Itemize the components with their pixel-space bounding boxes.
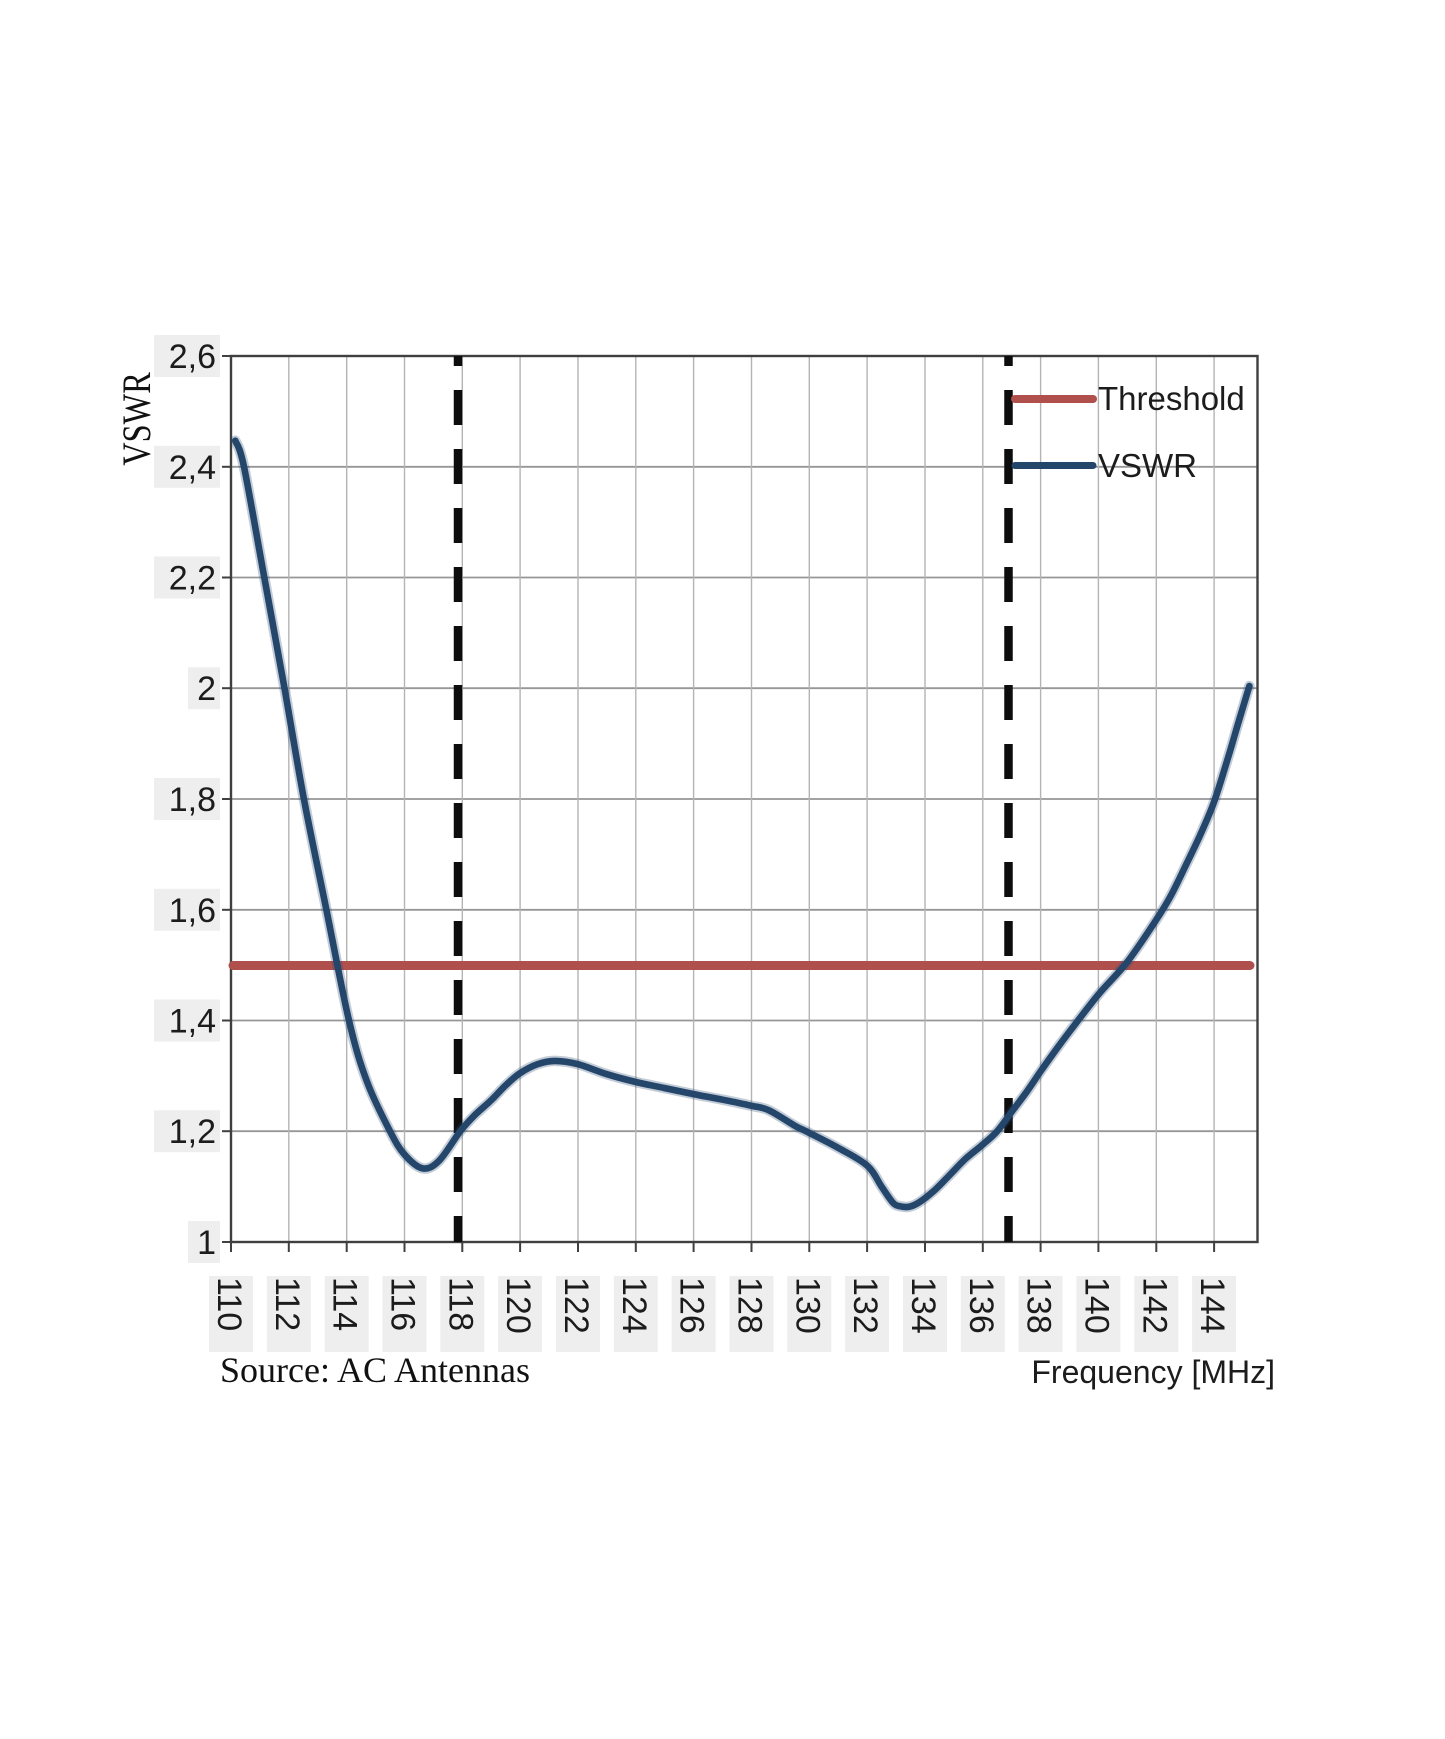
svg-text:116: 116 <box>384 1277 422 1331</box>
svg-text:Source: AC Antennas: Source: AC Antennas <box>220 1350 530 1390</box>
svg-text:114: 114 <box>326 1277 364 1331</box>
svg-text:VSWR: VSWR <box>114 372 159 466</box>
svg-text:112: 112 <box>268 1277 306 1331</box>
svg-text:118: 118 <box>441 1277 479 1331</box>
svg-text:VSWR: VSWR <box>1098 447 1197 484</box>
svg-text:122: 122 <box>557 1277 595 1334</box>
svg-text:128: 128 <box>731 1277 769 1334</box>
svg-text:126: 126 <box>673 1277 711 1334</box>
svg-text:136: 136 <box>962 1277 1000 1334</box>
svg-text:1,4: 1,4 <box>169 1003 216 1041</box>
svg-text:Frequency [MHz]: Frequency [MHz] <box>1031 1354 1275 1390</box>
svg-text:Threshold: Threshold <box>1098 380 1245 417</box>
svg-text:144: 144 <box>1193 1277 1231 1334</box>
svg-text:130: 130 <box>788 1277 826 1334</box>
svg-text:132: 132 <box>846 1277 884 1334</box>
svg-text:2,2: 2,2 <box>169 560 216 598</box>
svg-text:2,6: 2,6 <box>169 338 216 376</box>
svg-text:120: 120 <box>499 1277 537 1334</box>
svg-text:1,2: 1,2 <box>169 1113 216 1151</box>
svg-text:138: 138 <box>1020 1277 1058 1334</box>
svg-text:140: 140 <box>1077 1277 1115 1334</box>
svg-text:1,6: 1,6 <box>169 892 216 930</box>
svg-text:142: 142 <box>1135 1277 1173 1334</box>
svg-text:2,4: 2,4 <box>169 449 216 487</box>
svg-text:134: 134 <box>904 1277 942 1334</box>
svg-text:1,8: 1,8 <box>169 781 216 819</box>
svg-text:2: 2 <box>197 670 216 708</box>
svg-text:124: 124 <box>615 1277 653 1334</box>
svg-text:110: 110 <box>210 1277 248 1331</box>
svg-text:1: 1 <box>197 1224 216 1262</box>
